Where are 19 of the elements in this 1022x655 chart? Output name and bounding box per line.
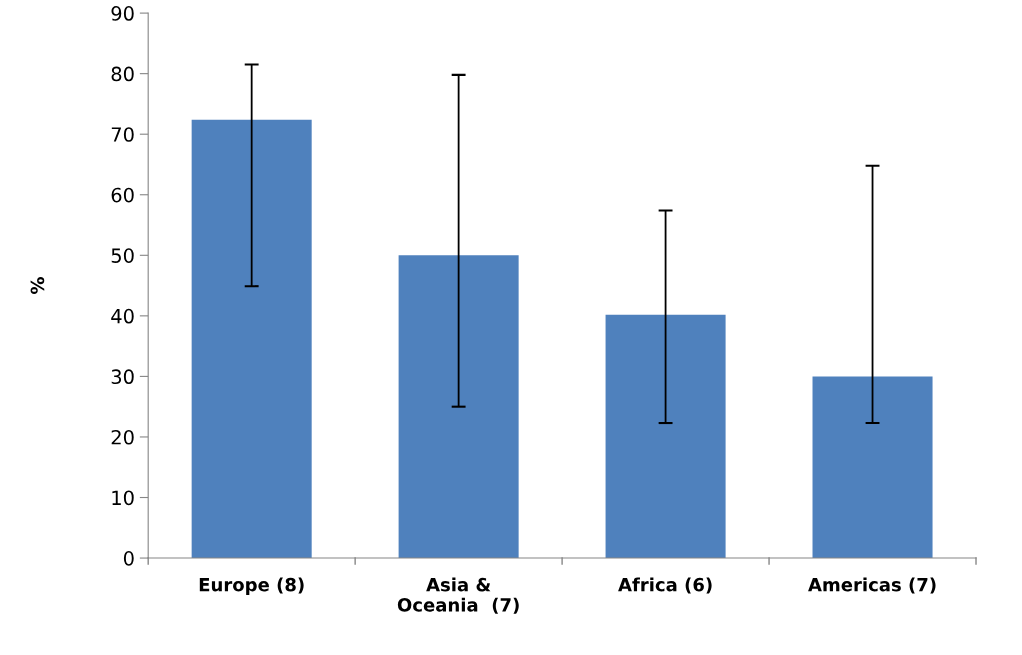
bar [812, 376, 933, 559]
y-tick-label: 40 [111, 308, 134, 324]
y-tick-label: 70 [111, 127, 134, 142]
bar [191, 119, 312, 559]
bar [398, 255, 519, 559]
bar [605, 314, 726, 559]
y-tick-label: 90 [111, 6, 134, 21]
y-tick-label: 80 [111, 66, 134, 82]
y-tick-label: 30 [111, 369, 134, 385]
x-tick-label: Asia & Oceania (7) [397, 577, 519, 614]
y-tick-label: 50 [111, 248, 134, 263]
x-tick-label: Europe (8) [199, 577, 304, 595]
y-axis-title: % [30, 277, 45, 295]
y-tick-label: 10 [112, 490, 134, 506]
x-tick-label: Americas (7) [808, 577, 936, 594]
x-tick-label: Africa (6) [618, 577, 712, 594]
y-tick-label: 60 [111, 187, 134, 203]
y-tick-label: 20 [111, 429, 134, 445]
y-tick-label: 0 [123, 551, 134, 566]
